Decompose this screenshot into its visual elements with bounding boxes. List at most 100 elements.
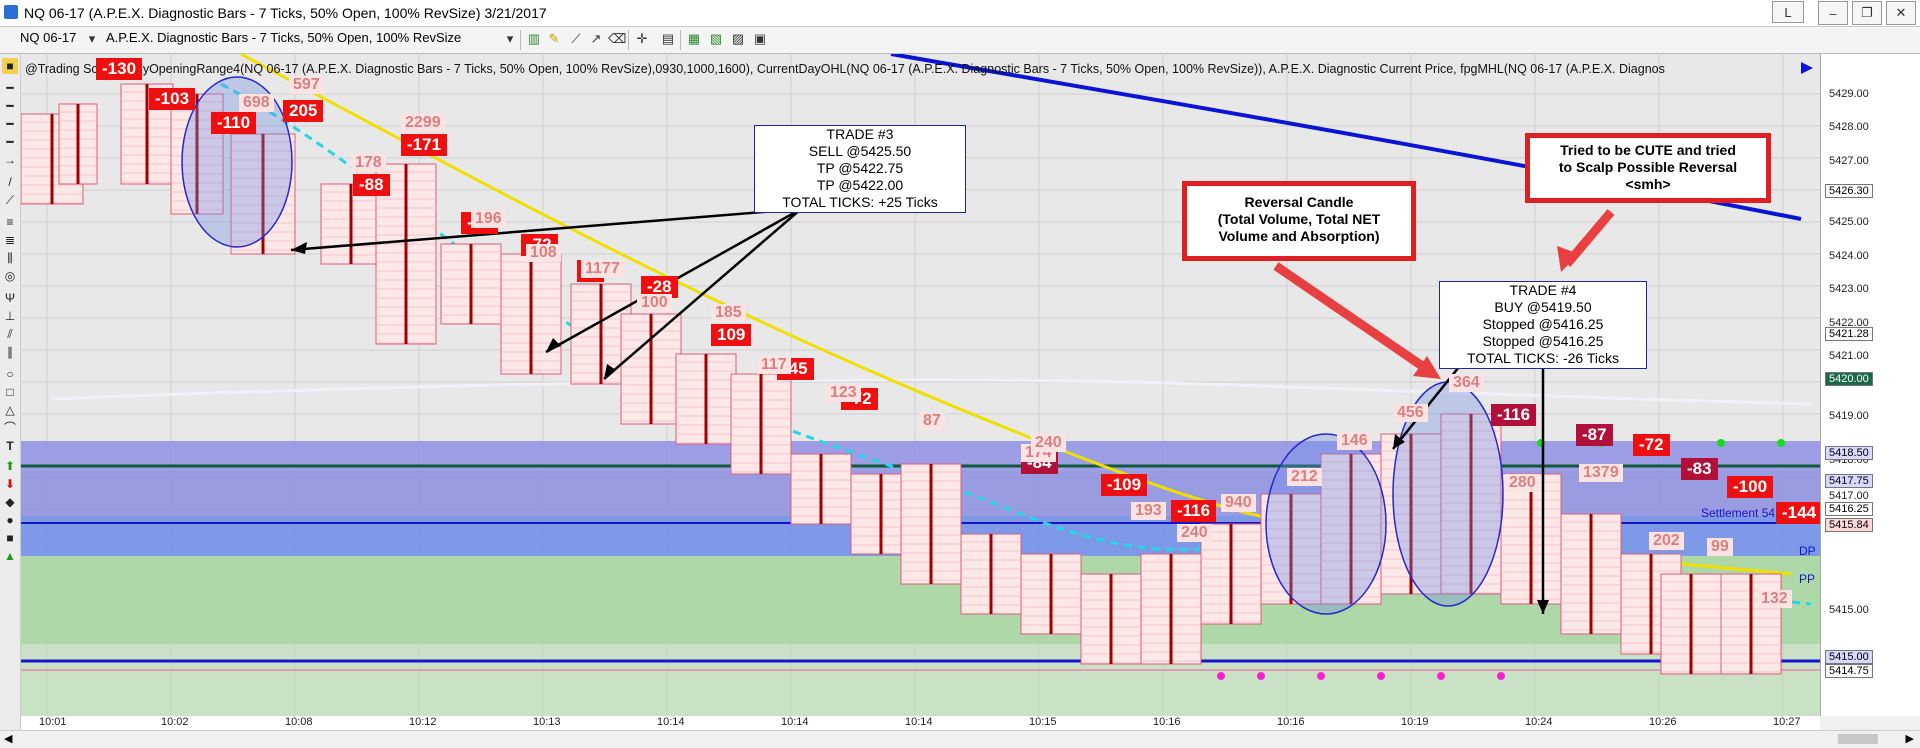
- arrow-line-icon[interactable]: →: [4, 153, 16, 167]
- diamond-icon[interactable]: ◆: [5, 495, 15, 509]
- note-line: (Total Volume, Total NET: [1217, 211, 1381, 227]
- ellipse-icon[interactable]: ○: [6, 367, 14, 381]
- select-tool-icon[interactable]: ■: [2, 58, 18, 74]
- regression-channel-icon[interactable]: ⫽: [7, 327, 13, 341]
- bars-icon[interactable]: ▥: [527, 31, 541, 46]
- price-label: 5419.00: [1829, 410, 1869, 422]
- arc-icon[interactable]: ⌒: [3, 421, 16, 435]
- volume-label: 2299: [401, 114, 445, 132]
- delta-label: 109: [711, 324, 752, 346]
- trade3-note: TRADE #3 SELL @5425.50 TP @5422.75 TP @5…: [754, 125, 966, 213]
- price-label: 5427.00: [1829, 155, 1869, 167]
- link-button[interactable]: L: [1772, 1, 1804, 23]
- arrow-up-icon[interactable]: ⬆: [4, 459, 16, 473]
- fib-circle-icon[interactable]: ◎: [4, 269, 16, 283]
- volume-label: 597: [289, 76, 324, 94]
- volume-label: 123: [826, 384, 861, 402]
- text-icon[interactable]: T: [6, 439, 14, 453]
- volume-label: 240: [1177, 524, 1212, 542]
- close-button[interactable]: ✕: [1886, 1, 1916, 25]
- triangle-up-icon[interactable]: ▲: [4, 549, 16, 563]
- scroll-thumb[interactable]: [1838, 734, 1878, 744]
- trend-channel-icon[interactable]: ∥: [7, 345, 13, 359]
- time-label: 10:16: [1153, 716, 1181, 728]
- templates-icon[interactable]: ▨: [731, 31, 745, 46]
- note-line: to Scalp Possible Reversal: [1558, 159, 1738, 175]
- delta-label: -171: [401, 134, 448, 156]
- delta-label: -144: [1776, 502, 1820, 524]
- strategies-icon[interactable]: ▧: [709, 31, 723, 46]
- pencil-icon[interactable]: ✎: [548, 31, 560, 46]
- note-line: <smh>: [1625, 176, 1671, 192]
- extended-line-icon[interactable]: ⟋: [5, 193, 15, 207]
- delta-label: -116: [1491, 404, 1537, 426]
- crosshair-icon[interactable]: ✛: [636, 31, 648, 46]
- hline-icon[interactable]: ━: [6, 81, 14, 95]
- restore-button[interactable]: ❐: [1852, 1, 1882, 25]
- dot-icon[interactable]: ●: [6, 513, 14, 527]
- fib-icon[interactable]: ≡: [6, 215, 14, 229]
- triangle-icon[interactable]: △: [5, 403, 15, 417]
- delta-label: -83: [1681, 458, 1718, 480]
- indicators-icon[interactable]: ▦: [687, 31, 701, 46]
- scroll-left-icon[interactable]: ◀: [4, 733, 13, 745]
- window-title: NQ 06-17 (A.P.E.X. Diagnostic Bars - 7 T…: [24, 5, 547, 21]
- cute-note: Tried to be CUTE and tried to Scalp Poss…: [1525, 133, 1771, 203]
- delta-label: -109: [1101, 474, 1148, 496]
- ray-icon[interactable]: /: [8, 175, 12, 189]
- fib-time-icon[interactable]: ⫼: [7, 251, 13, 265]
- time-label: 10:16: [1277, 716, 1305, 728]
- line-tool-icon[interactable]: ↗: [590, 31, 602, 46]
- price-label: 5415.00: [1829, 604, 1869, 616]
- note-line: TRADE #3: [826, 126, 894, 142]
- time-label: 10:14: [781, 716, 809, 728]
- fib-extension-icon[interactable]: ≣: [4, 233, 16, 247]
- volume-label: 99: [1707, 538, 1733, 556]
- time-label: 10:26: [1649, 716, 1677, 728]
- properties-icon[interactable]: ▤: [661, 31, 675, 46]
- time-label: 10:13: [533, 716, 561, 728]
- chart-toolbar: NQ 06-17 ▾ A.P.E.X. Diagnostic Bars - 7 …: [0, 27, 1920, 54]
- volume-label: 202: [1649, 532, 1684, 550]
- eraser-icon[interactable]: ⌫: [608, 31, 627, 46]
- time-label: 10:02: [161, 716, 189, 728]
- gann-fan-icon[interactable]: ⊥: [4, 309, 16, 323]
- delta-label: -28: [641, 276, 678, 298]
- volume-label: 364: [1449, 374, 1484, 392]
- andrews-pitchfork-icon[interactable]: Ψ: [4, 291, 16, 305]
- note-line: Stopped @5416.25: [1482, 316, 1604, 332]
- minimize-button[interactable]: –: [1818, 1, 1848, 25]
- price-tag: 5416.25: [1825, 502, 1873, 516]
- horizontal-scrollbar[interactable]: ◀ ▶: [0, 730, 1920, 748]
- dropdown-arrow-icon[interactable]: ▾: [506, 31, 514, 46]
- screenshot-icon[interactable]: ▣: [753, 31, 767, 46]
- note-line: TOTAL TICKS: +25 Ticks: [782, 194, 938, 210]
- scroll-right-icon[interactable]: ▶: [1905, 733, 1914, 745]
- chart-canvas: [21, 54, 1820, 716]
- hline-icon[interactable]: ━: [6, 117, 14, 131]
- volume-label: 212: [1287, 468, 1322, 486]
- price-axis[interactable]: 5429.00 5428.00 5427.00 5425.00 5424.00 …: [1820, 54, 1920, 716]
- bartype-selector[interactable]: A.P.E.X. Diagnostic Bars - 7 Ticks, 50% …: [106, 30, 462, 45]
- instrument-selector[interactable]: NQ 06-17: [20, 30, 77, 45]
- price-tag: 5421.28: [1825, 327, 1873, 341]
- arrow-down-icon[interactable]: ⬇: [4, 477, 16, 491]
- square-icon[interactable]: ■: [6, 531, 14, 545]
- delta-label: -87: [1576, 424, 1613, 446]
- hline-icon[interactable]: ━: [6, 99, 14, 113]
- volume-label: 698: [239, 94, 274, 112]
- hline-icon[interactable]: ━: [6, 135, 14, 149]
- delta-label: -72: [1633, 434, 1670, 456]
- delta-label: -110: [211, 112, 257, 134]
- rectangle-icon[interactable]: □: [6, 385, 14, 399]
- chart-panel[interactable]: @Trading Sc...ule BzyOpeningRange4(NQ 06…: [21, 54, 1820, 716]
- time-axis[interactable]: 10:01 10:02 10:08 10:12 10:13 10:14 10:1…: [21, 716, 1820, 730]
- note-line: SELL @5425.50: [808, 143, 912, 159]
- price-label: 5429.00: [1829, 88, 1869, 100]
- pivot-dots: [1217, 672, 1505, 680]
- price-tag: 5418.50: [1825, 446, 1873, 460]
- volume-label: 280: [1505, 474, 1540, 492]
- drawing-tool-icon[interactable]: ⟋: [571, 31, 581, 46]
- dropdown-arrow-icon[interactable]: ▾: [88, 31, 96, 46]
- drawing-tools-bar: ■ ━ ━ ━ ━ → / ⟋ ≡ ≣ ⫼ ◎ Ψ ⊥ ⫽ ∥ ○ □ △ ⌒ …: [0, 54, 21, 744]
